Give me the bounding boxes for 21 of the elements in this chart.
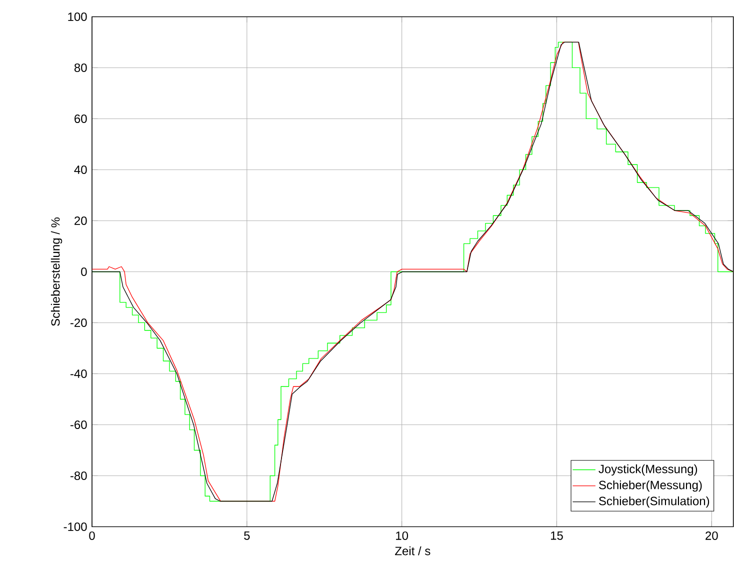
- y-tick-label: 80: [74, 63, 87, 72]
- x-tick-label: 0: [89, 531, 95, 540]
- x-tick-label: 10: [396, 531, 408, 540]
- legend-label: Schieber(Messung): [598, 480, 702, 492]
- legend-label: Schieber(Simulation): [598, 496, 710, 508]
- x-axis-title: Zeit / s: [395, 546, 430, 556]
- y-tick-label: -20: [70, 318, 87, 327]
- y-tick-label: 100: [68, 12, 87, 21]
- x-tick-label: 20: [706, 531, 718, 540]
- y-tick-label: -100: [64, 522, 87, 531]
- x-tick-label: 5: [244, 531, 250, 540]
- y-tick-label: -60: [70, 420, 87, 429]
- x-tick-label: 15: [550, 531, 563, 540]
- y-tick-label: 40: [74, 165, 87, 174]
- y-axis-title: Schieberstellung / %: [50, 217, 62, 326]
- y-tick-label: 60: [74, 114, 87, 123]
- y-tick-label: -40: [70, 369, 87, 378]
- y-tick-label: -80: [70, 471, 87, 480]
- y-tick-label: 20: [74, 216, 87, 225]
- y-tick-label: 0: [81, 267, 87, 276]
- legend-label: Joystick(Messung): [598, 464, 698, 476]
